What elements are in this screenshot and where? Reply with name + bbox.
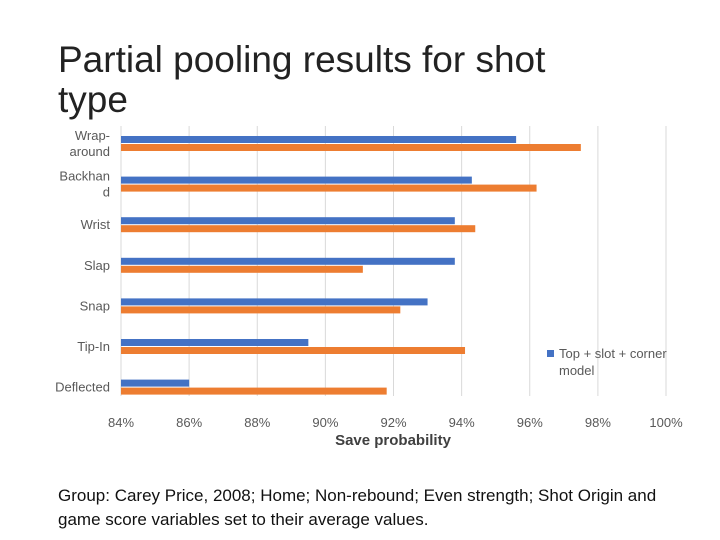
bar-orange — [121, 225, 476, 233]
bar-blue — [121, 298, 428, 306]
category-label: Tip-In — [77, 339, 110, 354]
bar-blue — [121, 379, 190, 387]
x-tick-label: 88% — [244, 415, 270, 430]
bar-blue — [121, 257, 455, 265]
bar-orange — [121, 387, 387, 395]
x-tick-label: 94% — [449, 415, 475, 430]
bar-orange — [121, 184, 537, 192]
category-labels: Wrap-around Backhan d Wrist Slap Snap Tip-In De… — [55, 128, 110, 395]
bars — [121, 136, 581, 395]
category-label: Wrap-around — [70, 128, 110, 159]
bar-blue — [121, 217, 455, 225]
bar-blue — [121, 339, 309, 346]
x-tick-label: 84% — [108, 415, 134, 430]
bar-chart: Wrap-around Backhan d Wrist Slap Snap Tip-In De… — [55, 126, 683, 449]
bar-blue — [121, 176, 472, 184]
bar-orange — [121, 347, 466, 354]
x-tick-label: 100% — [649, 415, 683, 430]
x-tick-label: 96% — [517, 415, 543, 430]
x-tick-label: 92% — [380, 415, 406, 430]
bar-orange — [121, 144, 581, 151]
x-tick-label: 90% — [312, 415, 338, 430]
x-tick-label: 86% — [176, 415, 202, 430]
slide-title: Partial pooling results for shot type — [58, 39, 546, 120]
x-axis-title: Save probability — [335, 432, 452, 449]
category-label: Slap — [84, 258, 110, 273]
caption: Group: Carey Price, 2008; Home; Non-rebo… — [58, 486, 657, 529]
category-label: Deflected — [55, 380, 110, 395]
category-label: Wrist — [81, 217, 111, 232]
bar-orange — [121, 306, 401, 314]
x-tick-labels: 84% 86% 88% 90% 92% 94% 96% 98% 100% — [108, 415, 683, 430]
category-label: Snap — [80, 298, 110, 313]
bar-orange — [121, 265, 363, 273]
legend-swatch — [547, 350, 554, 357]
bar-blue — [121, 136, 517, 143]
category-label: Backhan d — [59, 169, 110, 200]
x-tick-label: 98% — [585, 415, 611, 430]
legend-label: Top + slot + corner model — [559, 346, 667, 378]
legend: Top + slot + corner model — [547, 346, 667, 378]
